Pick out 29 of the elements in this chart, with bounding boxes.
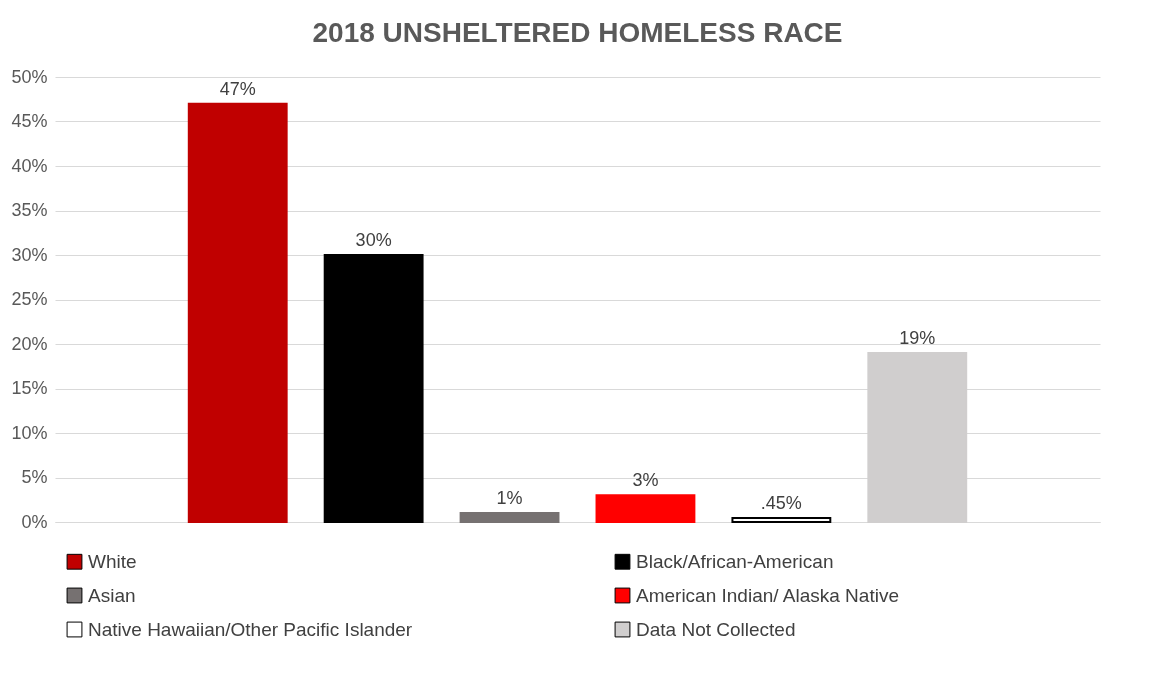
bar [595,494,696,523]
y-tick-label: 10% [11,422,48,443]
y-tick-label: 25% [11,289,48,309]
y-tick-label: 20% [11,333,48,354]
y-tick-label: 15% [11,378,48,398]
data-label: 30% [355,230,392,250]
legend-label: Data Not Collected [636,618,796,640]
data-label: 3% [632,470,659,491]
y-tick-label: 45% [11,111,48,131]
bar [459,512,560,523]
data-label: 1% [496,488,523,509]
legend-label: Native Hawaiian/Other Pacific Islander [88,618,413,640]
data-label: .45% [760,492,802,513]
data-label: 47% [219,78,256,99]
chart-title: 2018 UNSHELTERED HOMELESS RACE [312,17,843,48]
bar [187,102,288,523]
legend-label: White [88,550,137,572]
y-tick-label: 30% [11,244,48,265]
bar [323,254,424,523]
legend-label: American Indian/ Alaska Native [636,584,899,606]
data-label: 19% [899,327,936,348]
y-tick-label: 0% [21,511,48,532]
y-tick-label: 5% [21,467,48,487]
legend-label: Black/African-American [636,550,834,572]
legend-label: Asian [88,584,136,606]
y-tick-label: 50% [11,66,48,87]
bar [731,517,832,523]
y-tick-label: 40% [11,155,48,176]
y-tick-label: 35% [11,200,48,220]
